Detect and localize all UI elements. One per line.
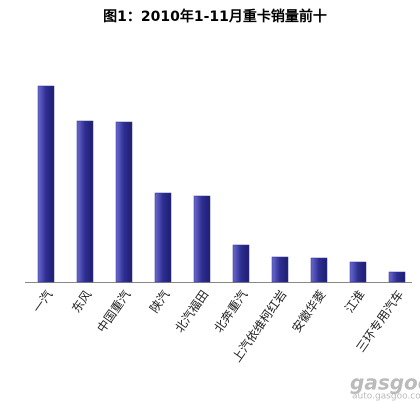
bar: [232, 244, 250, 283]
chart-title: 图1：2010年1-11月重卡销量前十: [103, 8, 327, 25]
watermark-brand: gasgoo: [350, 371, 420, 395]
x-tick-label: 中国重汽: [93, 287, 133, 335]
bar: [154, 192, 172, 283]
bar: [310, 257, 328, 283]
bar: [193, 195, 211, 283]
x-tick-label: 东风: [69, 288, 94, 316]
bar: [388, 271, 406, 283]
bar: [271, 256, 289, 283]
x-tick-label: 北奔重汽: [210, 287, 250, 335]
x-tick-label: 安徽华菱: [288, 287, 328, 335]
bar: [349, 261, 367, 283]
x-tick-label: 北汽福田: [171, 287, 211, 335]
x-tick-label: 江淮: [342, 288, 367, 316]
x-tick-label: 一汽: [29, 287, 55, 315]
bar: [37, 85, 55, 283]
bar: [76, 120, 94, 283]
watermark-url: auto.gasgoo.com: [352, 392, 420, 402]
x-tick-label: 陕汽: [146, 287, 172, 315]
bar: [115, 121, 133, 283]
